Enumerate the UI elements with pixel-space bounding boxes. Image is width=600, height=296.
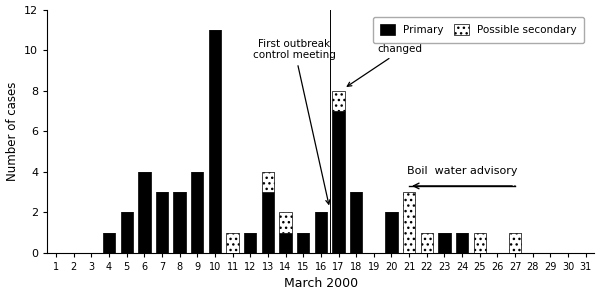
Bar <box>403 192 415 253</box>
Bar <box>156 192 168 253</box>
Bar <box>173 192 186 253</box>
Bar <box>138 172 151 253</box>
Legend: Primary, Possible secondary: Primary, Possible secondary <box>373 17 584 43</box>
Bar <box>421 233 433 253</box>
Bar <box>191 172 203 253</box>
Bar <box>456 233 468 253</box>
Bar <box>262 172 274 192</box>
Bar <box>332 91 344 111</box>
Bar <box>121 212 133 253</box>
Bar <box>280 233 292 253</box>
Bar <box>226 233 239 253</box>
Bar <box>385 212 398 253</box>
Bar <box>332 111 344 253</box>
Text: Boil  water advisory: Boil water advisory <box>407 166 517 176</box>
Bar <box>103 233 115 253</box>
Bar <box>280 212 292 233</box>
Bar <box>209 30 221 253</box>
Y-axis label: Number of cases: Number of cases <box>5 81 19 181</box>
Bar <box>509 233 521 253</box>
Bar <box>350 192 362 253</box>
Bar <box>438 233 451 253</box>
Bar <box>244 233 256 253</box>
Text: First outbreak
control meeting: First outbreak control meeting <box>253 39 336 204</box>
Bar <box>262 192 274 253</box>
Bar <box>473 233 486 253</box>
X-axis label: March 2000: March 2000 <box>284 277 358 290</box>
Bar <box>314 212 327 253</box>
Bar <box>297 233 310 253</box>
Text: Water supply
changed: Water supply changed <box>347 33 446 86</box>
